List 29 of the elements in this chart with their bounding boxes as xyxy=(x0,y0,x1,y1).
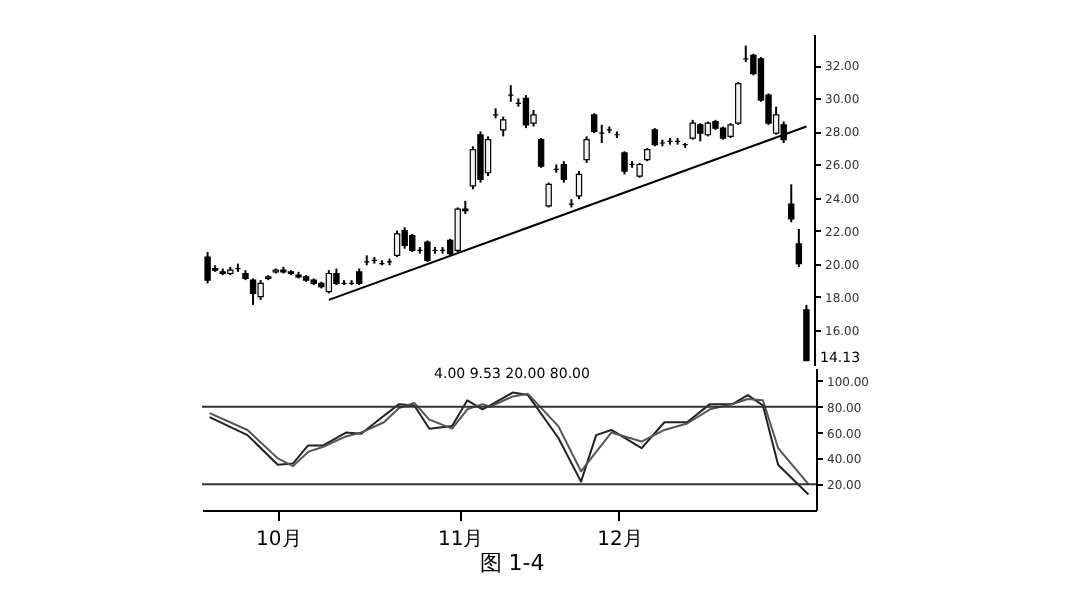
x-tick-label: 10月 xyxy=(256,529,302,551)
x-tick-label: 11月 xyxy=(437,529,484,551)
candlestick xyxy=(257,279,264,301)
candlestick xyxy=(249,277,257,306)
candlestick xyxy=(575,170,583,201)
candlestick xyxy=(545,181,552,209)
candlestick xyxy=(522,94,530,130)
candlestick xyxy=(500,115,507,138)
candlestick xyxy=(477,130,484,184)
candlestick xyxy=(454,206,461,254)
candlestick xyxy=(621,150,628,176)
candlestick xyxy=(393,229,401,258)
candlestick xyxy=(484,135,492,178)
candlestick xyxy=(651,127,659,148)
candlestick xyxy=(590,112,598,135)
x-tick-label: 12月 xyxy=(597,529,643,551)
candlestick xyxy=(424,239,431,263)
candlestick xyxy=(795,227,803,268)
candlestick xyxy=(788,183,795,224)
candlestick xyxy=(697,122,704,143)
candlestick xyxy=(560,160,568,184)
candlestick xyxy=(583,135,590,164)
candlestick xyxy=(401,226,408,250)
candlestick xyxy=(409,232,416,254)
candlestick xyxy=(537,137,545,169)
candlestick xyxy=(689,118,696,141)
candlestick xyxy=(204,251,211,285)
candlestick xyxy=(325,269,333,295)
caption: 图 1-4 xyxy=(479,550,545,576)
